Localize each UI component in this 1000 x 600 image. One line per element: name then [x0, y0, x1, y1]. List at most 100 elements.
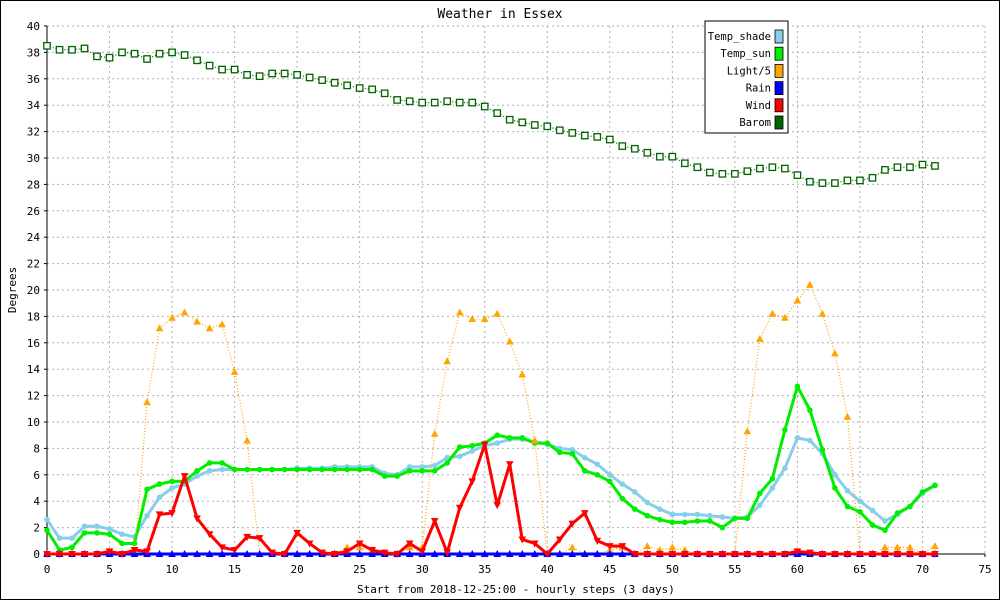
wind-point — [806, 549, 814, 557]
temp-shade-point — [869, 507, 876, 514]
wind-point — [255, 535, 264, 543]
legend-swatch-temp-sun — [774, 46, 784, 61]
temp-sun-point — [719, 524, 726, 531]
barom-point — [118, 48, 126, 57]
y-tick-label: 4 — [33, 495, 40, 508]
x-tick-label: 45 — [603, 563, 616, 576]
temp-sun-point — [732, 515, 738, 522]
temp-shade-point — [619, 481, 626, 487]
temp-shade-point — [607, 472, 613, 478]
legend-swatch-rain — [774, 81, 784, 95]
temp-shade-point — [431, 462, 438, 469]
x-tick-label: 25 — [353, 563, 366, 576]
temp-sun-point — [644, 512, 651, 519]
series-line-light-5 — [47, 284, 936, 555]
temp-shade-point — [81, 523, 88, 530]
wind-point — [405, 540, 414, 548]
temp-shade-point — [106, 526, 113, 532]
legend-label-barom: Barom — [739, 117, 771, 129]
temp-shade-point — [56, 535, 63, 541]
barom-point — [355, 84, 364, 92]
light-5-point — [806, 280, 814, 288]
temp-sun-point — [394, 473, 400, 479]
legend-label-temp-sun: Temp_sun — [720, 48, 771, 60]
legend-label-light-5: Light/5 — [727, 65, 771, 77]
temp-shade-point — [857, 498, 863, 505]
x-tick-label: 5 — [106, 563, 113, 576]
temp-shade-point — [594, 461, 601, 468]
wind-point — [193, 515, 201, 523]
barom-point — [493, 109, 502, 117]
temp-sun-point — [619, 495, 626, 502]
wind-point — [868, 551, 877, 558]
rain-point — [455, 550, 464, 557]
wind-point — [631, 551, 639, 558]
temp-sun-point — [682, 519, 688, 526]
light-5-point — [818, 309, 827, 317]
wind-point — [931, 551, 939, 558]
rain-point — [580, 550, 589, 557]
temp-sun-point — [231, 466, 238, 473]
rain-point — [180, 550, 189, 557]
wind-point — [706, 551, 714, 558]
temp-sun-point — [119, 540, 125, 547]
light-5-point — [480, 315, 489, 323]
temp-shade-point — [657, 506, 663, 512]
wind-point — [330, 551, 339, 558]
barom-point — [643, 148, 652, 157]
rain-point — [518, 550, 527, 557]
rain-point — [555, 550, 564, 557]
barom-point — [243, 70, 251, 79]
temp-sun-point — [782, 427, 788, 433]
barom-point — [330, 78, 339, 87]
y-tick-label: 14 — [27, 363, 41, 376]
temp-sun-point — [169, 478, 175, 485]
x-tick-label: 60 — [791, 563, 804, 576]
light-5-point — [530, 436, 539, 444]
temp-sun-point — [194, 468, 200, 474]
barom-point — [718, 169, 727, 178]
temp-sun-point — [81, 530, 88, 536]
barom-point — [143, 55, 151, 63]
temp-sun-point — [607, 478, 613, 485]
temp-sun-point — [657, 516, 663, 523]
rain-point — [568, 550, 577, 557]
light-5-point — [881, 543, 889, 551]
x-tick-label: 0 — [44, 563, 51, 576]
barom-point — [380, 89, 389, 98]
barom-point — [480, 102, 489, 111]
barom-point — [43, 41, 51, 50]
wind-point — [793, 548, 802, 556]
barom-point — [80, 44, 89, 53]
temp-sun-point — [219, 460, 225, 466]
wind-point — [305, 540, 314, 548]
x-tick-label: 55 — [728, 563, 741, 576]
x-tick-label: 70 — [916, 563, 929, 576]
wind-point — [430, 518, 439, 525]
y-tick-label: 28 — [27, 178, 40, 191]
light-5-point — [443, 357, 452, 365]
wind-point — [143, 548, 151, 556]
barom-point — [430, 98, 439, 107]
barom-point — [418, 98, 427, 107]
light-5-point — [893, 543, 902, 551]
light-5-point — [568, 543, 577, 551]
temp-sun-point — [381, 473, 388, 479]
temp-shade-point — [782, 465, 788, 472]
barom-point — [168, 48, 176, 57]
barom-point — [793, 171, 802, 180]
y-tick-label: 40 — [27, 20, 40, 33]
barom-point — [55, 45, 64, 54]
wind-point — [318, 549, 326, 557]
light-5-point — [468, 315, 477, 323]
wind-point — [681, 551, 689, 558]
wind-point — [618, 543, 627, 551]
barom-point — [580, 131, 589, 140]
temp-sun-point — [156, 481, 163, 487]
light-5-point — [781, 313, 789, 321]
temp-sun-point — [469, 442, 476, 449]
x-tick-label: 40 — [541, 563, 554, 576]
barom-point — [318, 76, 326, 84]
wind-point — [93, 551, 101, 558]
rain-point — [606, 550, 614, 557]
